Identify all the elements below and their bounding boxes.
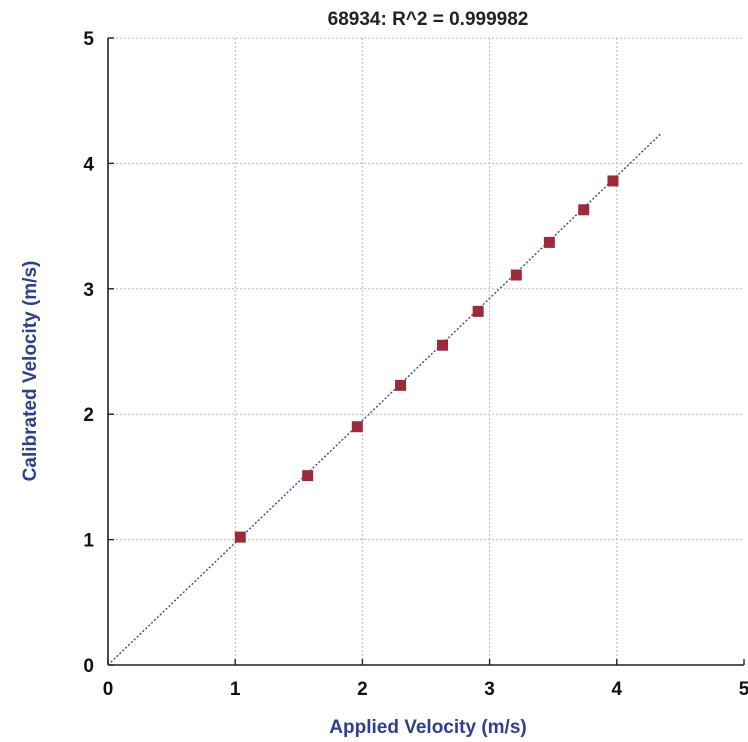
data-point xyxy=(578,204,590,216)
x-tick-label: 1 xyxy=(230,679,241,700)
data-point xyxy=(351,421,363,433)
data-points xyxy=(234,175,619,543)
data-point xyxy=(607,175,619,187)
data-point xyxy=(472,305,484,317)
y-tick-label: 1 xyxy=(83,531,94,552)
data-point xyxy=(510,269,522,281)
x-tick-label: 5 xyxy=(739,679,748,700)
y-tick-label: 3 xyxy=(83,280,94,301)
data-point xyxy=(234,531,246,543)
x-tick-label: 3 xyxy=(484,679,495,700)
data-point xyxy=(302,470,314,482)
data-point xyxy=(437,339,449,351)
tick-labels: 0 1 2 3 4 5 0 1 2 3 4 5 xyxy=(83,29,748,700)
x-axis-label: Applied Velocity (m/s) xyxy=(329,717,526,738)
x-tick-label: 0 xyxy=(103,679,114,700)
y-axis-label: Calibrated Velocity (m/s) xyxy=(20,261,41,482)
y-tick-label: 0 xyxy=(83,656,94,677)
data-point xyxy=(543,236,555,248)
y-tick-label: 4 xyxy=(83,154,94,175)
y-tick-label: 2 xyxy=(83,405,94,426)
x-tick-label: 2 xyxy=(357,679,368,700)
data-point xyxy=(395,379,407,391)
axes xyxy=(107,37,745,666)
grid xyxy=(108,37,744,665)
chart-title: 68934: R^2 = 0.999982 xyxy=(328,9,529,30)
y-tick-label: 5 xyxy=(83,29,94,50)
x-tick-label: 4 xyxy=(612,679,623,700)
